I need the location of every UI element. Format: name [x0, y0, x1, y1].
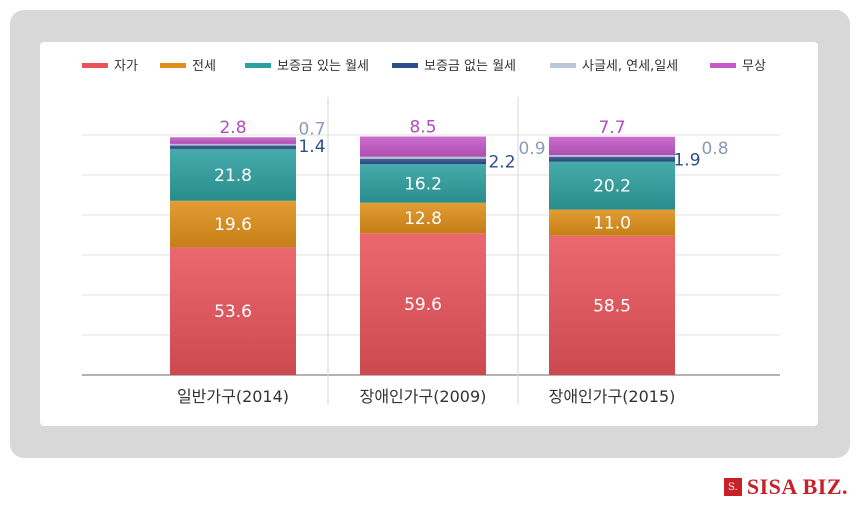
bar-segment — [170, 145, 296, 149]
legend-swatch — [82, 63, 108, 68]
bar-segment — [549, 136, 675, 156]
data-label: 8.5 — [409, 118, 436, 138]
legend-item: 보증금 없는 월세 — [392, 59, 516, 74]
bar-segment — [170, 148, 296, 201]
legend-item: 보증금 있는 월세 — [245, 59, 369, 74]
category-label: 장애인가구(2009) — [360, 387, 487, 406]
data-label: 53.6 — [214, 302, 252, 322]
bar-segment — [170, 200, 296, 248]
legend: 자가 전세 보증금 있는 월세 보증금 없는 월세 사글세, 연세,일세 무상 — [82, 59, 766, 74]
bar-segment — [170, 143, 296, 146]
legend-swatch — [710, 63, 736, 68]
bar-segment — [549, 161, 675, 210]
legend-swatch — [245, 63, 271, 68]
bar-segment — [360, 136, 486, 157]
legend-swatch — [392, 63, 418, 68]
legend-label: 자가 — [114, 59, 138, 74]
data-label: 16.2 — [404, 174, 442, 194]
data-label: 1.4 — [298, 137, 325, 157]
bar-segment — [549, 235, 675, 375]
bar-segment — [549, 156, 675, 162]
logo-mark: S. — [723, 478, 742, 496]
bar-stack — [549, 136, 675, 375]
bar-segment — [549, 155, 675, 157]
bar-segment — [360, 233, 486, 375]
legend-swatch — [550, 63, 576, 68]
bar-segment — [170, 247, 296, 375]
data-label: 11.0 — [593, 214, 631, 234]
bar-segment — [360, 164, 486, 203]
x-axis: 일반가구(2014) 장애인가구(2009) 장애인가구(2015) — [177, 97, 675, 406]
data-label: 0.9 — [518, 139, 545, 159]
bar-segment — [360, 158, 486, 165]
data-label: 21.8 — [214, 166, 252, 186]
bar-segment — [360, 156, 486, 159]
sisa-biz-logo: S. SISA BIZ. — [723, 474, 848, 500]
stacked-bar-chart: 자가 전세 보증금 있는 월세 보증금 없는 월세 사글세, 연세,일세 무상 53.6 1… — [82, 59, 780, 406]
data-label: 12.8 — [404, 209, 442, 229]
data-label: 1.9 — [673, 150, 700, 170]
legend-swatch — [160, 63, 186, 68]
legend-label: 전세 — [192, 59, 216, 74]
data-label: 2.2 — [488, 153, 515, 173]
category-label: 장애인가구(2015) — [549, 387, 676, 406]
data-label: 0.7 — [298, 120, 325, 140]
legend-item: 자가 — [82, 59, 138, 74]
bar-segment — [170, 137, 296, 144]
legend-label: 보증금 없는 월세 — [424, 59, 516, 74]
data-label: 20.2 — [593, 177, 631, 197]
data-label: 7.7 — [598, 118, 625, 138]
data-label: 2.8 — [219, 118, 246, 138]
bar-segment — [360, 202, 486, 234]
bar-stack — [360, 136, 486, 375]
data-labels: 53.6 19.6 21.8 1.40.7 2.8 59.6 12.8 16.2 2.20.9 8… — [214, 118, 728, 323]
legend-item: 전세 — [160, 59, 216, 74]
category-label: 일반가구(2014) — [177, 387, 289, 406]
bars — [170, 136, 675, 375]
bar-segment — [549, 209, 675, 236]
legend-label: 보증금 있는 월세 — [277, 59, 369, 74]
logo-text: SISA BIZ. — [746, 474, 848, 499]
data-label: 58.5 — [593, 296, 631, 316]
data-label: 59.6 — [404, 295, 442, 315]
data-label: 19.6 — [214, 215, 252, 235]
bar-stack — [170, 137, 296, 375]
data-label: 0.8 — [701, 139, 728, 159]
legend-item: 무상 — [710, 59, 766, 74]
legend-label: 무상 — [742, 59, 766, 74]
legend-item: 사글세, 연세,일세 — [550, 59, 678, 74]
legend-label: 사글세, 연세,일세 — [582, 59, 678, 74]
